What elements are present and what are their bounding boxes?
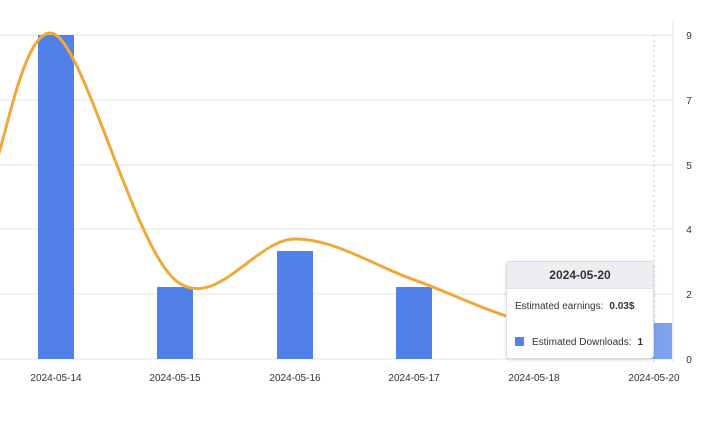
y-tick-label: 4 bbox=[686, 225, 692, 236]
tooltip-downloads-label: Estimated Downloads: bbox=[532, 337, 632, 348]
x-tick-label: 2024-05-18 bbox=[508, 373, 560, 384]
y-tick-label: 2 bbox=[686, 290, 692, 301]
x-axis-labels: 2024-05-14 2024-05-15 2024-05-16 2024-05-17… bbox=[30, 373, 680, 384]
x-tick-label: 2024-05-14 bbox=[30, 373, 82, 384]
x-tick-label: 2024-05-15 bbox=[149, 373, 201, 384]
y-tick-label: 0 bbox=[686, 355, 692, 366]
y-axis-labels: 9 7 5 4 2 0 bbox=[686, 31, 692, 366]
tooltip-title: 2024-05-20 bbox=[507, 262, 653, 289]
tooltip-earnings-label: Estimated earnings: bbox=[515, 301, 604, 312]
tooltip-earnings-value: 0.03$ bbox=[609, 301, 635, 312]
bar-2024-05-14[interactable] bbox=[38, 35, 74, 359]
bar-2024-05-17[interactable] bbox=[396, 287, 432, 359]
downloads-swatch-icon bbox=[515, 337, 524, 346]
y-tick-label: 7 bbox=[686, 96, 692, 107]
x-tick-label: 2024-05-20 bbox=[628, 373, 680, 384]
grid-lines bbox=[0, 20, 674, 362]
tooltip-downloads-row: Estimated Downloads: 1 bbox=[515, 337, 645, 348]
y-tick-label: 9 bbox=[686, 31, 692, 42]
x-tick-label: 2024-05-16 bbox=[269, 373, 321, 384]
y-tick-label: 5 bbox=[686, 161, 692, 172]
tooltip-earnings-row: Estimated earnings: 0.03$ bbox=[515, 301, 645, 312]
tooltip-downloads-value: 1 bbox=[637, 337, 644, 348]
bar-2024-05-15[interactable] bbox=[157, 287, 193, 359]
x-tick-label: 2024-05-17 bbox=[388, 373, 440, 384]
data-tooltip: 2024-05-20 Estimated earnings: 0.03$ Esti… bbox=[506, 261, 654, 359]
bar-2024-05-16[interactable] bbox=[277, 251, 313, 359]
